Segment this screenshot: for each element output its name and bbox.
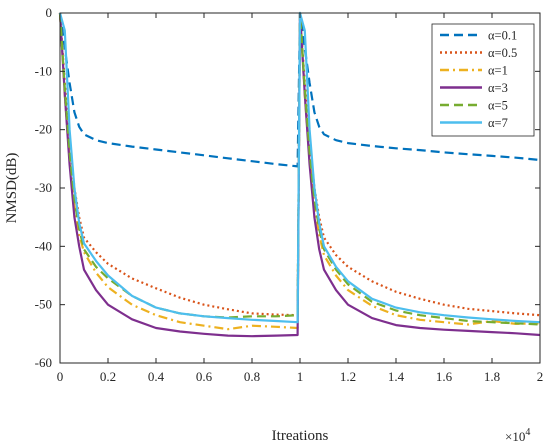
x-tick-label: 1: [297, 369, 304, 384]
y-tick-label: -30: [35, 180, 52, 195]
y-axis-label: NMSD(dB): [4, 153, 20, 224]
x-tick-label: 1.6: [436, 369, 453, 384]
legend-label-6: α=7: [488, 116, 508, 130]
x-tick-label: 1.8: [484, 369, 500, 384]
series-line-6: [58, 11, 541, 324]
y-tick-label: -20: [35, 122, 52, 137]
series-line-5: [58, 11, 541, 326]
x-multiplier-base: ×10: [505, 429, 525, 444]
y-tick-label: -10: [35, 63, 52, 78]
legend-label-5: α=5: [488, 99, 508, 113]
x-tick-label: 0.2: [100, 369, 116, 384]
ticks-layer: 0 0.2 0.4 0.6 0.8 1 1.2 1.4 1.6 1.8 2 0 -10 -20 -30 -40…: [35, 5, 544, 384]
series-layer: [58, 11, 541, 338]
legend-label-2: α=0.5: [488, 46, 517, 60]
legend: α=0.1 α=0.5 α=1 α=3 α=5 α=7: [431, 23, 535, 137]
y-tick-label: -60: [35, 355, 52, 370]
x-multiplier-exp: 4: [525, 427, 530, 438]
x-multiplier: ×104: [505, 427, 530, 444]
x-tick-label: 0: [57, 369, 64, 384]
legend-label-3: α=1: [488, 64, 508, 78]
x-tick-label: 0.6: [196, 369, 213, 384]
x-axis-label: Itreations: [272, 428, 329, 444]
x-tick-label: 0.8: [244, 369, 260, 384]
x-tick-label: 0.4: [148, 369, 165, 384]
y-tick-label: -40: [35, 238, 52, 253]
y-tick-label: 0: [46, 5, 53, 20]
legend-box: [431, 23, 535, 137]
legend-label-4: α=3: [488, 81, 508, 95]
x-tick-label: 1.4: [388, 369, 405, 384]
x-tick-label: 1.2: [340, 369, 356, 384]
x-tick-label: 2: [537, 369, 544, 384]
legend-label-1: α=0.1: [488, 29, 517, 43]
y-tick-label: -50: [35, 297, 52, 312]
series-line-1: [58, 11, 541, 168]
